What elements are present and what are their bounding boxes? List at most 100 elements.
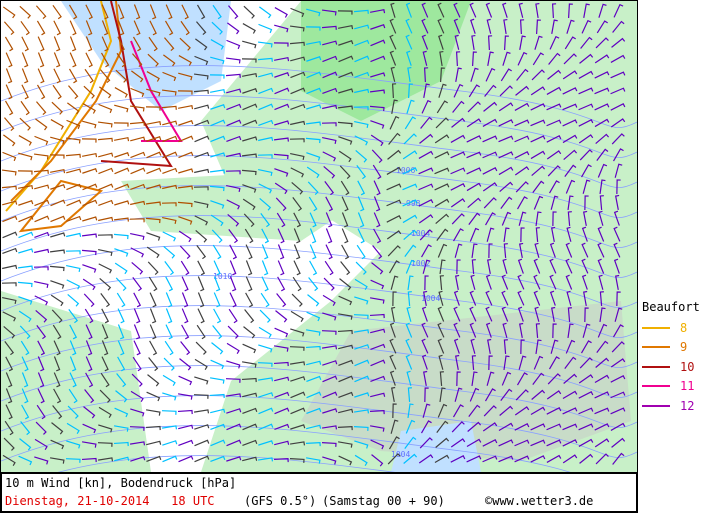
wind-barb [306, 55, 322, 62]
wind-barb [548, 52, 561, 65]
wind-barb [530, 150, 546, 160]
wind-barb [307, 181, 319, 195]
wind-barb [517, 306, 524, 322]
wind-barb [498, 102, 514, 112]
wind-barb [50, 136, 65, 145]
wind-barb [101, 324, 109, 340]
wind-barb [402, 214, 418, 224]
wind-barb [437, 2, 445, 18]
wind-barb [533, 355, 544, 370]
wind-barb [21, 52, 29, 68]
wind-barb [421, 306, 428, 322]
wind-barb [178, 55, 192, 66]
wind-barb [242, 103, 258, 111]
wind-barb [133, 20, 141, 36]
wind-barb [467, 197, 482, 209]
parameter-label: 10 m Wind [kn], Bodendruck [hPa] [5, 476, 237, 490]
wind-barb [562, 423, 578, 431]
wind-barb [274, 327, 289, 338]
wind-barb [274, 168, 289, 177]
wind-barb [534, 242, 540, 258]
wind-barb [1, 282, 17, 287]
wind-barb [37, 68, 45, 84]
wind-barb [322, 375, 338, 383]
wind-barb [532, 52, 544, 66]
wind-barb [66, 279, 81, 290]
wind-barb [373, 196, 381, 212]
wind-barb [418, 199, 434, 207]
wind-barb [562, 134, 578, 144]
wind-barb [306, 166, 320, 179]
wind-barb [242, 423, 258, 431]
wind-barb [451, 117, 466, 128]
wind-barb [33, 266, 49, 271]
wind-barb [163, 54, 176, 67]
wind-barb [530, 423, 546, 431]
wind-barb [258, 440, 274, 446]
wind-barb [210, 119, 226, 127]
wind-barb [354, 135, 369, 146]
wind-barb [130, 200, 146, 206]
wind-barb [3, 325, 16, 339]
wind-barb [533, 258, 541, 274]
wind-barb [116, 292, 126, 308]
wind-barb [485, 290, 493, 306]
wind-barb [53, 52, 61, 68]
wind-barb [274, 71, 290, 78]
wind-barb [578, 423, 594, 431]
wind-barb [81, 138, 97, 143]
wind-barb [514, 151, 530, 159]
wind-barb [386, 183, 402, 191]
wind-barb [549, 290, 556, 306]
wind-barb [518, 355, 527, 370]
wind-barb [245, 244, 253, 260]
wind-barb [212, 4, 222, 20]
wind-barb [325, 196, 334, 212]
wind-barb [146, 440, 162, 446]
wind-barb [101, 4, 109, 20]
wind-barb [434, 454, 450, 464]
wind-barb [563, 373, 578, 384]
wind-barb [486, 227, 495, 242]
wind-barb [533, 274, 541, 290]
wind-barb [117, 308, 125, 324]
wind-barb [17, 265, 33, 270]
wind-barb [450, 198, 466, 208]
wind-barb [552, 323, 557, 339]
wind-barb [37, 388, 45, 404]
wind-barb [165, 292, 173, 308]
wind-barb [5, 68, 13, 84]
wind-pressure-map: 1010 1004 1004 1002 1006 998 1004 [0, 0, 640, 513]
wind-barb [290, 376, 306, 382]
wind-barb [386, 230, 402, 240]
wind-barb [597, 323, 608, 338]
wind-barb [613, 242, 621, 258]
wind-barb [145, 409, 161, 416]
wind-barb [405, 2, 412, 18]
wind-barb [229, 244, 238, 260]
wind-barb [147, 374, 160, 387]
wind-barb [338, 455, 353, 466]
wind-barb [389, 338, 397, 354]
copyright-link[interactable]: ©www.wetter3.de [485, 494, 594, 508]
wind-barb [578, 391, 594, 399]
wind-barb [18, 455, 33, 466]
wind-barb [226, 360, 241, 369]
wind-barb [354, 55, 370, 63]
wind-barb [34, 184, 50, 190]
wind-barb [615, 274, 620, 290]
wind-barb [357, 180, 366, 196]
wind-barb [562, 119, 578, 127]
wind-barb [454, 387, 463, 402]
wind-barb [66, 232, 82, 238]
isobar [0, 215, 640, 278]
wind-barb [341, 212, 349, 228]
wind-barb [274, 103, 290, 111]
wind-barb [581, 19, 592, 34]
wind-barb [498, 135, 514, 143]
wind-barb [163, 357, 175, 371]
wind-barb [579, 453, 594, 464]
wind-barb [580, 340, 592, 354]
wind-barb [258, 423, 274, 431]
wind-barb [514, 102, 530, 111]
